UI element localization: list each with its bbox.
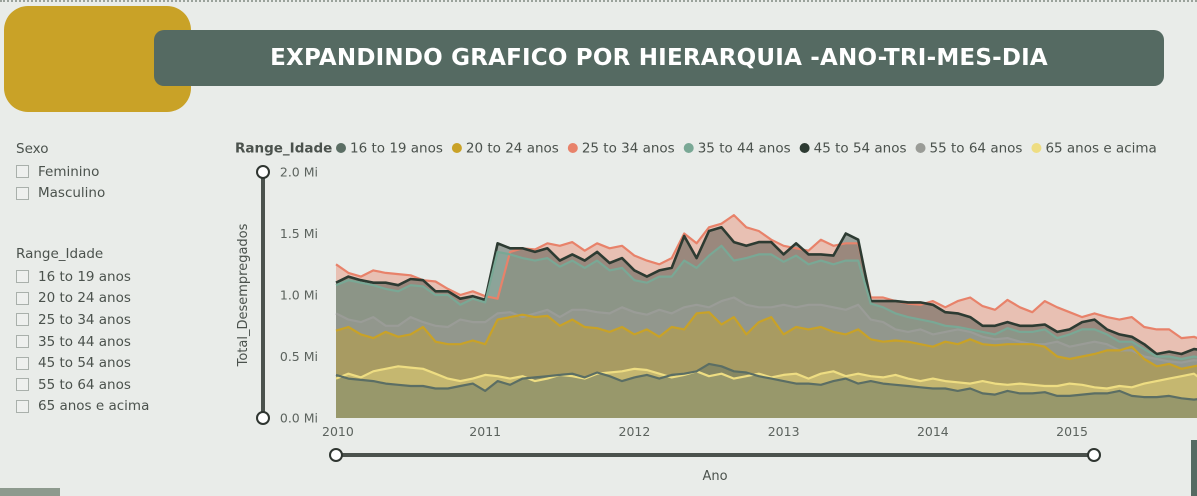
scrollbar-edge [1191, 440, 1197, 496]
series-area [336, 297, 1197, 418]
y-tick-label: 1.0 Mi [280, 288, 318, 303]
sexo-option-feminino[interactable]: Feminino [16, 161, 105, 183]
legend-label[interactable]: 45 to 54 anos [814, 141, 907, 157]
range-option-20-24[interactable]: 20 to 24 anos [16, 288, 149, 310]
legend-marker [799, 143, 810, 153]
series-line[interactable] [335, 311, 1197, 371]
range-idade-slicer-header: Range_Idade [16, 246, 104, 262]
y-axis: Total_Desempregados 0.0 Mi 0.5 Mi 1.0 Mi 1.… [236, 165, 318, 426]
option-label: 20 to 24 anos [38, 290, 131, 307]
legend-label[interactable]: 35 to 44 anos [698, 141, 791, 157]
series-line[interactable] [335, 296, 1197, 369]
x-tick-label: 2012 [619, 424, 651, 439]
legend-marker [915, 143, 926, 153]
option-label: Masculino [38, 185, 106, 202]
series-line[interactable] [335, 214, 1197, 344]
range-option-55-64[interactable]: 55 to 64 anos [16, 374, 149, 396]
series-lines [335, 214, 1197, 403]
series-line[interactable] [335, 244, 1197, 363]
legend-marker [1031, 143, 1042, 153]
range-option-65-plus[interactable]: 65 anos e acima [16, 396, 149, 418]
checkbox[interactable] [16, 399, 29, 413]
top-dotted-border [0, 0, 1197, 2]
option-label: 35 to 44 anos [38, 333, 131, 350]
checkbox[interactable] [16, 335, 29, 349]
checkbox[interactable] [16, 291, 29, 305]
series-area [336, 312, 1197, 418]
option-label: 65 anos e acima [38, 398, 150, 415]
y-zoom-handle-top[interactable] [256, 165, 270, 179]
series-areas [336, 215, 1197, 418]
option-label: Feminino [38, 163, 100, 180]
series-area [336, 215, 1197, 418]
legend-marker [683, 143, 694, 153]
x-tick-label: 2010 [322, 424, 354, 439]
checkbox[interactable] [16, 313, 29, 327]
y-tick-label: 0.0 Mi [280, 411, 318, 426]
series-area [336, 227, 1197, 418]
y-tick-label: 1.5 Mi [280, 226, 318, 241]
legend-label[interactable]: 55 to 64 anos [930, 141, 1023, 157]
legend-label[interactable]: 20 to 24 anos [466, 141, 559, 157]
x-axis-label: Ano [702, 469, 727, 484]
y-tick-label: 0.5 Mi [280, 349, 318, 364]
x-tick-label: 2014 [917, 424, 949, 439]
legend-marker [451, 143, 462, 153]
series-area [336, 366, 1197, 418]
x-tick-label: 2013 [768, 424, 800, 439]
page-title: EXPANDINDO GRAFICO POR HIERARQUIA -ANO-T… [270, 45, 1048, 71]
checkbox[interactable] [16, 356, 29, 370]
range-option-35-44[interactable]: 35 to 44 anos [16, 331, 149, 353]
sexo-option-masculino[interactable]: Masculino [16, 183, 105, 205]
option-label: 25 to 34 anos [38, 311, 131, 328]
y-tick-label: 2.0 Mi [280, 165, 318, 180]
y-axis-label: Total_Desempregados [236, 223, 251, 367]
legend-label[interactable]: 25 to 34 anos [582, 141, 675, 157]
legend-label[interactable]: 65 anos e acima [1045, 141, 1156, 157]
range-option-45-54[interactable]: 45 to 54 anos [16, 352, 149, 374]
y-zoom-handle-bottom[interactable] [256, 411, 270, 425]
option-label: 16 to 19 anos [38, 268, 131, 285]
x-tick-label: 2015 [1056, 424, 1088, 439]
option-label: 45 to 54 anos [38, 355, 131, 372]
legend-label[interactable]: 16 to 19 anos [350, 141, 443, 157]
checkbox[interactable] [16, 270, 29, 284]
x-axis: Ano 2010 2011 2012 2013 2014 2015 [322, 424, 1101, 484]
range-option-25-34[interactable]: 25 to 34 anos [16, 309, 149, 331]
series-line[interactable] [335, 362, 1197, 403]
title-bar: EXPANDINDO GRAFICO POR HIERARQUIA -ANO-T… [154, 30, 1164, 86]
option-label: 55 to 64 anos [38, 376, 131, 393]
legend-marker [336, 143, 346, 153]
legend-marker [567, 143, 578, 153]
checkbox[interactable] [16, 186, 29, 200]
page-tab-stub [0, 488, 60, 496]
range-idade-slicer: Range_Idade 16 to 19 anos 20 to 24 anos … [16, 246, 149, 417]
legend-title: Range_Idade [235, 141, 332, 157]
chart-legend: Range_Idade 16 to 19 anos 20 to 24 anos 25… [235, 141, 1157, 157]
checkbox[interactable] [16, 378, 29, 392]
checkbox[interactable] [16, 165, 29, 179]
x-tick-label: 2011 [469, 424, 501, 439]
range-option-16-19[interactable]: 16 to 19 anos [16, 266, 149, 288]
sexo-slicer-header: Sexo [16, 141, 49, 157]
sexo-slicer: Sexo Feminino Masculino [16, 141, 105, 204]
x-zoom-handle-right[interactable] [1087, 448, 1101, 462]
series-line[interactable] [335, 365, 1197, 390]
x-zoom-handle-left[interactable] [329, 448, 343, 462]
